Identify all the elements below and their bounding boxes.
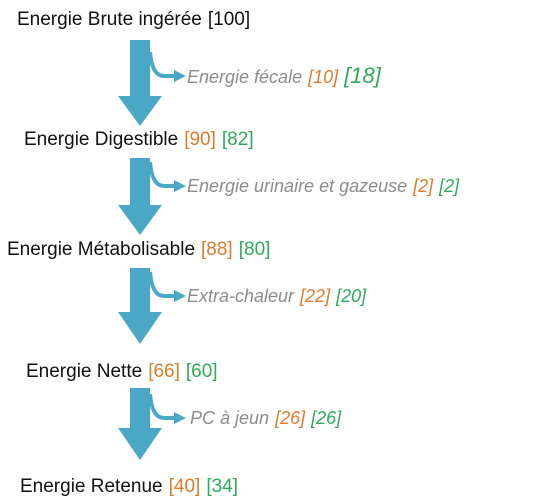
- node-label: Energie Nette: [26, 361, 143, 382]
- loss: Extra-chaleur [22] [20]: [187, 284, 366, 308]
- loss: Energie urinaire et gazeuse [2] [2]: [187, 174, 459, 198]
- node-value: [82]: [221, 129, 254, 150]
- loss-label: PC à jeun: [190, 408, 270, 428]
- node-value: [100]: [207, 9, 251, 30]
- node-value: [60]: [185, 361, 218, 382]
- node-label: Energie Brute ingérée: [17, 9, 202, 30]
- main-arrow: [118, 158, 162, 235]
- branch-arrow: [148, 51, 176, 78]
- node: Energie Nette [66] [60]: [26, 360, 218, 384]
- node-value: [34]: [206, 476, 239, 497]
- branch-arrow: [148, 271, 176, 298]
- branch-head: [174, 70, 186, 82]
- node-label: Energie Métabolisable: [7, 239, 196, 260]
- loss-value: [10]: [308, 67, 339, 87]
- branch-head: [174, 412, 186, 424]
- main-arrow: [118, 388, 162, 460]
- loss: PC à jeun [26] [26]: [190, 406, 341, 430]
- node-value: [40]: [168, 476, 201, 497]
- node: Energie Retenue [40] [34]: [20, 475, 238, 498]
- loss-value: [26]: [311, 408, 342, 428]
- node-value: [88]: [201, 239, 233, 260]
- node-value: [90]: [184, 129, 216, 150]
- loss: Energie fécale [10] [18]: [187, 64, 381, 89]
- loss-value: [18]: [344, 63, 381, 88]
- branch-arrow: [148, 393, 176, 420]
- node: Energie Brute ingérée [100]: [17, 8, 250, 32]
- loss-value: [20]: [336, 286, 367, 306]
- node: Energie Digestible [90] [82]: [24, 128, 254, 152]
- loss-label: Extra-chaleur: [187, 286, 295, 306]
- loss-value: [26]: [275, 408, 306, 428]
- loss-label: Energie urinaire et gazeuse: [187, 176, 408, 196]
- main-arrow: [118, 40, 162, 126]
- node-value: [66]: [148, 361, 180, 382]
- main-arrow: [118, 268, 162, 344]
- loss-label: Energie fécale: [187, 67, 303, 87]
- node-value: [80]: [238, 239, 271, 260]
- node-label: Energie Digestible: [24, 129, 179, 150]
- branch-head: [174, 290, 186, 302]
- loss-value: [22]: [300, 286, 331, 306]
- branch-arrow: [148, 161, 176, 188]
- node: Energie Métabolisable [88] [80]: [7, 238, 270, 262]
- loss-value: [2]: [413, 176, 434, 196]
- branch-head: [174, 180, 186, 192]
- loss-value: [2]: [439, 176, 460, 196]
- node-label: Energie Retenue: [20, 476, 163, 497]
